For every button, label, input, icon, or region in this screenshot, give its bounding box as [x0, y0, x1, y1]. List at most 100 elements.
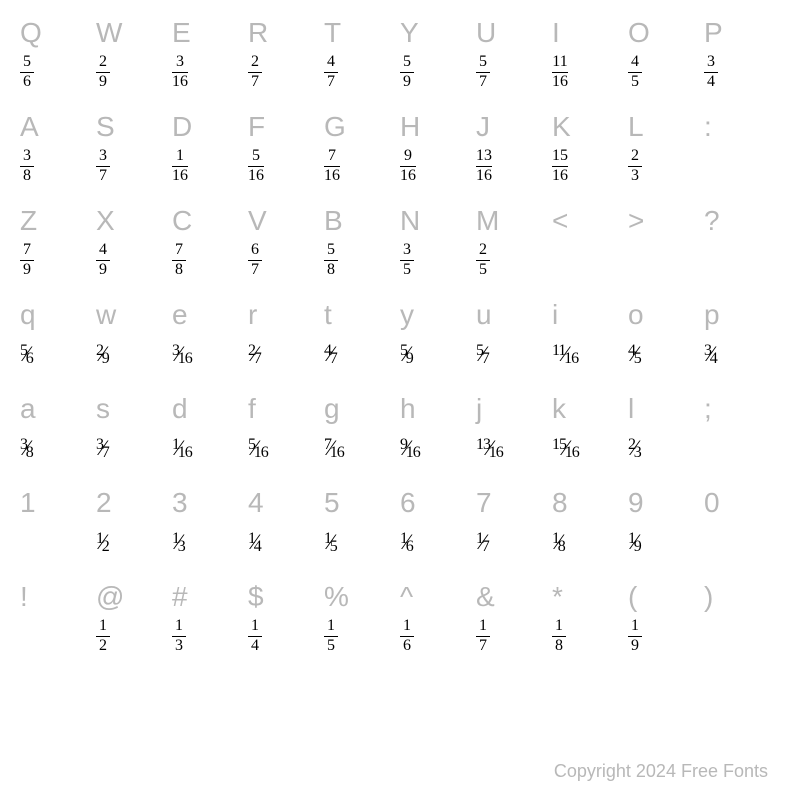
charmap-cell: V67 [248, 202, 324, 296]
key-label: ? [704, 202, 720, 240]
fraction-denominator: 16 [564, 350, 578, 367]
charmap-cell: ? [704, 202, 780, 296]
charmap-cell: a3⁄8 [20, 390, 96, 484]
charmap-cell: u5⁄7 [476, 296, 552, 390]
fraction-denominator: 3 [178, 538, 185, 555]
fraction-denominator: 7 [330, 350, 337, 367]
charmap-cell: ; [704, 390, 780, 484]
fraction-numerator: 1 [631, 618, 639, 636]
charmap-cell: %15 [324, 578, 400, 672]
glyph: 1⁄16 [172, 428, 192, 468]
charmap-cell: L23 [628, 108, 704, 202]
fraction-denominator: 5 [330, 538, 337, 555]
glyph: 15⁄16 [552, 428, 579, 468]
fraction-denominator: 5 [476, 260, 490, 279]
fraction-denominator: 7 [96, 166, 110, 185]
glyph: 5⁄6 [20, 334, 33, 374]
key-label: f [248, 390, 256, 428]
fraction-denominator: 9 [400, 72, 414, 91]
glyph: 1⁄5 [324, 522, 337, 562]
fraction-numerator: 2 [251, 54, 259, 72]
slash-fraction: 15⁄16 [552, 435, 579, 462]
glyph: 9⁄16 [400, 428, 420, 468]
glyph: 57 [476, 52, 490, 92]
key-label: O [628, 14, 650, 52]
glyph: 1⁄2 [96, 522, 109, 562]
fraction-denominator: 7 [476, 72, 490, 91]
fraction-denominator: 3 [634, 444, 641, 461]
key-label: g [324, 390, 340, 428]
glyph: 27 [248, 52, 262, 92]
key-label: k [552, 390, 566, 428]
glyph: 1⁄9 [628, 522, 641, 562]
charmap-cell: 91⁄9 [628, 484, 704, 578]
fraction-numerator: 1 [479, 618, 487, 636]
key-label: 2 [96, 484, 112, 522]
fraction-denominator: 16 [565, 444, 579, 461]
charmap-cell: P34 [704, 14, 780, 108]
charmap-cell: C78 [172, 202, 248, 296]
fraction-numerator: 5 [403, 54, 411, 72]
vertical-fraction: 27 [248, 54, 262, 91]
charmap-cell: h9⁄16 [400, 390, 476, 484]
charmap-cell: y5⁄9 [400, 296, 476, 390]
charmap-cell: E316 [172, 14, 248, 108]
fraction-numerator: 5 [327, 242, 335, 260]
key-label: w [96, 296, 116, 334]
key-label: W [96, 14, 122, 52]
fraction-denominator: 9 [628, 636, 642, 655]
charmap-cell: X49 [96, 202, 172, 296]
charmap-cell: F516 [248, 108, 324, 202]
charmap-cell: 31⁄3 [172, 484, 248, 578]
fraction-numerator: 1 [327, 618, 335, 636]
fraction-denominator: 7 [254, 350, 261, 367]
charmap-cell: I1116 [552, 14, 628, 108]
fraction-numerator: 7 [175, 242, 183, 260]
charmap-cell: s3⁄7 [96, 390, 172, 484]
fraction-numerator: 4 [631, 54, 639, 72]
charmap-cell: $14 [248, 578, 324, 672]
fraction-denominator: 16 [178, 350, 192, 367]
glyph: 34 [704, 52, 718, 92]
fraction-numerator: 13 [476, 148, 492, 166]
fraction-denominator: 4 [710, 350, 717, 367]
glyph: 2⁄7 [248, 334, 261, 374]
glyph: 2⁄3 [628, 428, 641, 468]
slash-fraction: 5⁄6 [20, 341, 33, 368]
charmap-cell: g7⁄16 [324, 390, 400, 484]
glyph: 45 [628, 52, 642, 92]
glyph: 3⁄4 [704, 334, 717, 374]
key-label: P [704, 14, 723, 52]
charmap-cell: Q56 [20, 14, 96, 108]
glyph: 316 [172, 52, 188, 92]
glyph: 13⁄16 [476, 428, 503, 468]
vertical-fraction: 19 [628, 618, 642, 655]
key-label: 5 [324, 484, 340, 522]
fraction-numerator: 3 [403, 242, 411, 260]
key-label: ) [704, 578, 713, 616]
slash-fraction: 1⁄4 [248, 529, 261, 556]
vertical-fraction: 12 [96, 618, 110, 655]
fraction-numerator: 4 [99, 242, 107, 260]
vertical-fraction: 58 [324, 242, 338, 279]
fraction-numerator: 5 [252, 148, 260, 166]
fraction-numerator: 5 [479, 54, 487, 72]
glyph: 23 [628, 146, 642, 186]
key-label: B [324, 202, 343, 240]
glyph: 3⁄8 [20, 428, 33, 468]
glyph: 4⁄7 [324, 334, 337, 374]
charmap-cell: 61⁄6 [400, 484, 476, 578]
vertical-fraction: 17 [476, 618, 490, 655]
fraction-denominator: 7 [324, 72, 338, 91]
fraction-numerator: 1 [403, 618, 411, 636]
slash-fraction: 1⁄7 [476, 529, 489, 556]
key-label: 9 [628, 484, 644, 522]
key-label: d [172, 390, 188, 428]
key-label: ; [704, 390, 712, 428]
glyph: 1316 [476, 146, 492, 186]
glyph: 15 [324, 616, 338, 656]
slash-fraction: 11⁄16 [552, 341, 578, 368]
slash-fraction: 4⁄5 [628, 341, 641, 368]
fraction-numerator: 15 [552, 148, 568, 166]
fraction-denominator: 16 [330, 444, 344, 461]
